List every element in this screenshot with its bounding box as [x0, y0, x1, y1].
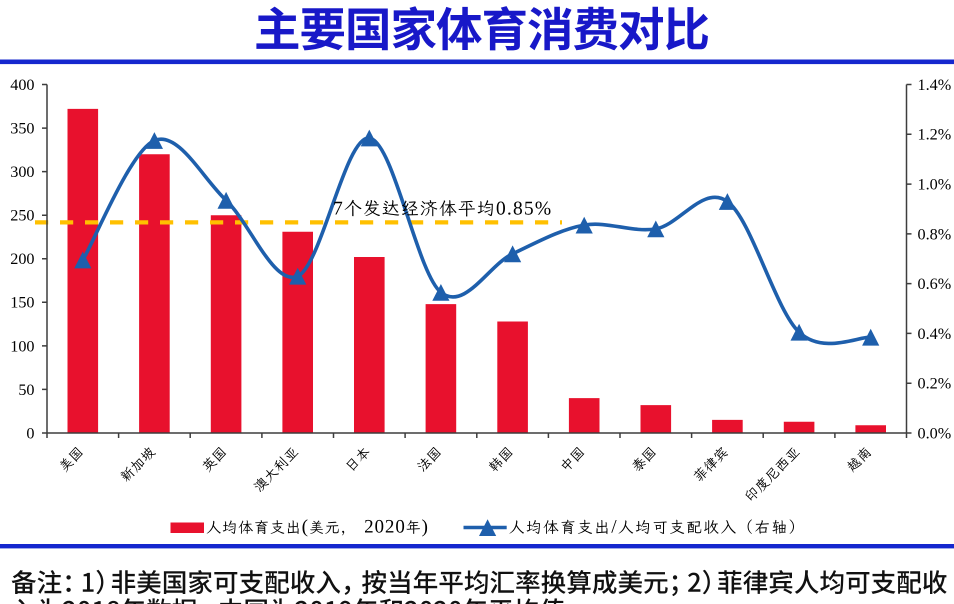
svg-text:0.0%: 0.0% — [918, 424, 952, 442]
svg-text:1.4%: 1.4% — [918, 76, 952, 94]
svg-text:250: 250 — [10, 207, 34, 225]
svg-text:1.2%: 1.2% — [918, 126, 952, 144]
svg-text:1.0%: 1.0% — [918, 176, 952, 194]
svg-text:150: 150 — [10, 294, 34, 312]
svg-text:400: 400 — [10, 76, 34, 94]
svg-text:200: 200 — [10, 250, 34, 268]
svg-text:300: 300 — [10, 163, 34, 181]
svg-text:0: 0 — [26, 424, 34, 442]
svg-text:100: 100 — [10, 337, 34, 355]
svg-text:0.6%: 0.6% — [918, 275, 952, 293]
svg-text:0.8%: 0.8% — [918, 225, 952, 243]
svg-text:0.4%: 0.4% — [918, 325, 952, 343]
svg-text:350: 350 — [10, 120, 34, 138]
svg-text:0.2%: 0.2% — [918, 375, 952, 393]
svg-text:50: 50 — [18, 381, 34, 399]
